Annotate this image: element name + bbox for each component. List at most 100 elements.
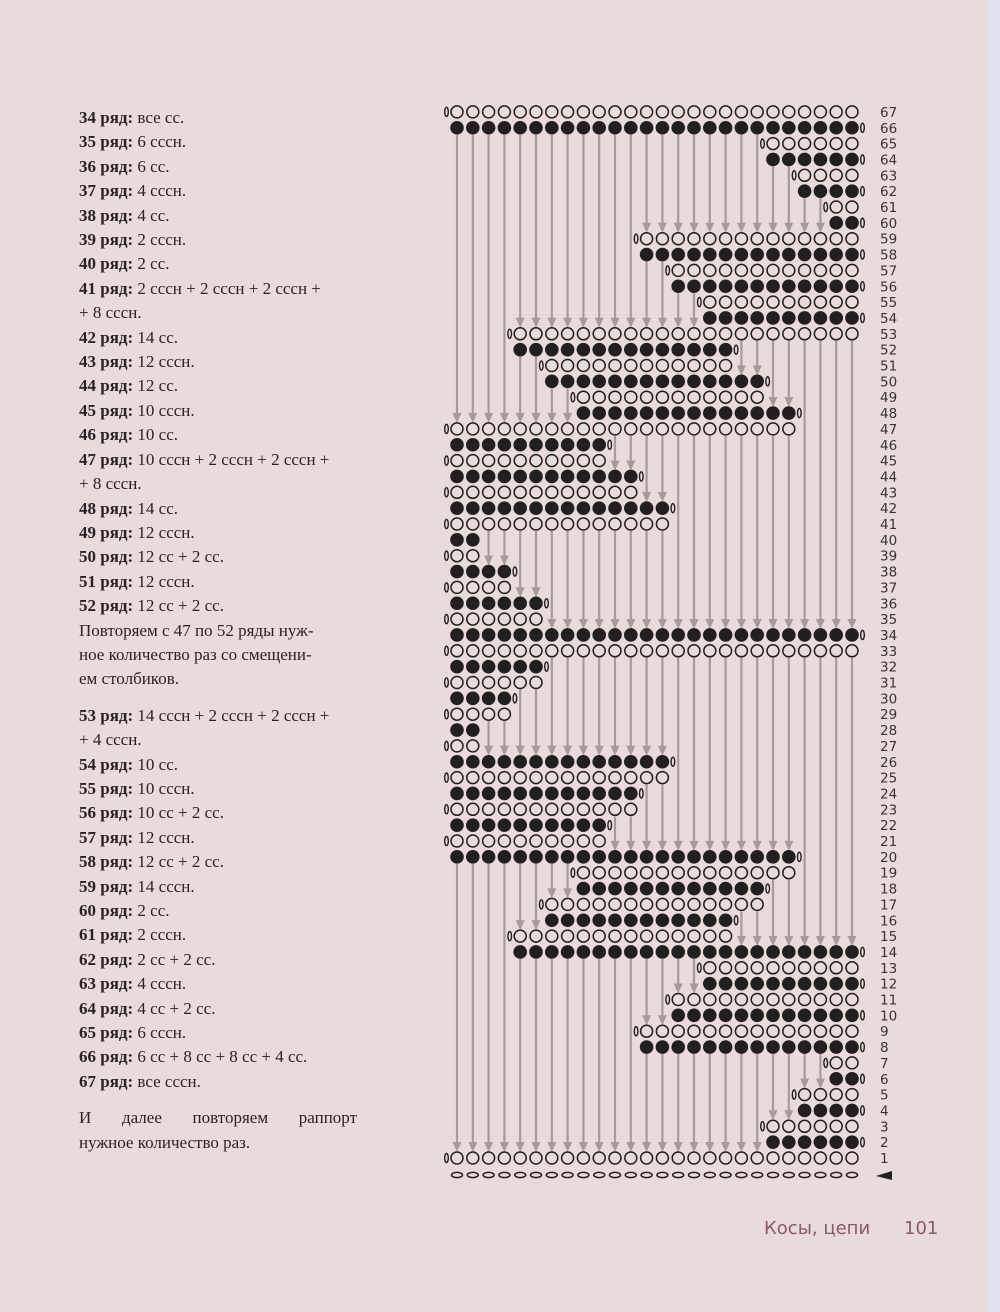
row-text: 6 сссн. [133, 1023, 187, 1043]
filled-stitch [734, 1008, 749, 1023]
arrow-head [689, 983, 699, 994]
filled-stitch [671, 406, 685, 420]
turning-chain-marker [444, 106, 450, 118]
row-number: 15 [880, 929, 897, 945]
filled-stitch [450, 850, 464, 864]
row-number: 33 [880, 644, 897, 660]
arrow-head [736, 618, 746, 629]
filled-stitch [529, 596, 543, 611]
filled-stitch [750, 976, 764, 991]
open-stitch [845, 105, 859, 119]
turning-chain-marker [860, 122, 866, 134]
open-stitch [687, 897, 701, 912]
open-stitch [687, 644, 701, 658]
open-stitch [718, 422, 733, 436]
open-stitch [845, 231, 859, 246]
filled-stitch [560, 818, 575, 832]
open-stitch [639, 105, 654, 119]
filled-stitch [450, 754, 464, 769]
instruction-row: 57 ряд: 12 сссн. [79, 826, 357, 850]
filled-stitch [829, 120, 843, 135]
row-number: 48 [880, 406, 897, 422]
open-stitch [845, 327, 859, 341]
open-stitch [639, 390, 654, 404]
arrow-head [752, 618, 762, 629]
arrow-head [689, 317, 699, 328]
row-number: 21 [880, 834, 897, 850]
open-stitch [592, 327, 606, 341]
row-number: 22 [880, 818, 897, 834]
filled-stitch [766, 311, 780, 325]
row-text: 12 сс + 2 сс. [133, 852, 224, 872]
open-stitch [829, 961, 843, 975]
row-text: 2 сс + 2 сс. [133, 949, 216, 969]
open-stitch [655, 105, 670, 119]
open-stitch [450, 422, 464, 436]
open-stitch [513, 485, 527, 500]
row-number: 36 [880, 596, 897, 612]
open-stitch [829, 168, 843, 183]
row-number: 20 [880, 850, 897, 866]
open-stitch [687, 327, 701, 341]
row-text: 14 сс. [133, 327, 179, 347]
filled-stitch [845, 184, 859, 198]
arrow-head [626, 1142, 636, 1152]
turning-chain-marker [733, 344, 739, 355]
arrow-head [784, 618, 794, 629]
open-stitch [845, 200, 859, 214]
arrow-head [736, 222, 746, 233]
filled-stitch [703, 976, 717, 991]
open-stitch [576, 802, 591, 817]
open-stitch [718, 105, 733, 119]
arrow-head [784, 935, 794, 946]
open-stitch [687, 865, 701, 880]
arrow-head [721, 222, 731, 233]
open-stitch [639, 517, 654, 531]
open-stitch [576, 929, 591, 943]
arrow-head [578, 618, 588, 629]
open-stitch [797, 105, 812, 119]
open-stitch [513, 327, 527, 341]
filled-stitch [687, 374, 701, 389]
open-stitch [766, 263, 780, 278]
filled-stitch [513, 342, 527, 357]
open-stitch [513, 802, 527, 817]
filled-stitch [655, 881, 670, 896]
filled-stitch [655, 1040, 670, 1054]
open-stitch [829, 644, 843, 658]
arrow-head [547, 888, 557, 899]
open-stitch [845, 1119, 859, 1134]
filled-stitch [734, 311, 749, 325]
filled-stitch [734, 628, 749, 642]
filled-stitch [639, 628, 654, 642]
arrow-head [610, 460, 620, 471]
arrow-head [721, 840, 731, 851]
open-stitch [576, 422, 591, 436]
chain-stitch [656, 1171, 669, 1179]
row-text: 4 сссн. [133, 974, 187, 994]
open-stitch [481, 707, 496, 721]
filled-stitch [671, 628, 685, 642]
open-stitch [813, 295, 828, 309]
filled-stitch [466, 818, 480, 832]
filled-stitch [481, 691, 496, 706]
filled-stitch [655, 628, 670, 642]
arrow-head [531, 745, 541, 756]
filled-stitch [497, 659, 512, 674]
open-stitch [529, 612, 543, 626]
filled-stitch [513, 818, 527, 832]
open-stitch [687, 358, 701, 373]
filled-stitch [813, 120, 828, 135]
filled-stitch [813, 628, 828, 642]
open-stitch [671, 105, 685, 119]
row-text: 12 сссн. [133, 352, 195, 372]
filled-stitch [734, 850, 749, 864]
arrow-head [610, 840, 620, 851]
turning-chain-marker [796, 407, 802, 419]
filled-stitch [766, 945, 780, 959]
row-number: 27 [880, 739, 897, 755]
filled-stitch [592, 342, 606, 357]
arrow-head [563, 412, 573, 423]
filled-stitch [703, 1040, 717, 1054]
open-stitch [703, 422, 717, 436]
